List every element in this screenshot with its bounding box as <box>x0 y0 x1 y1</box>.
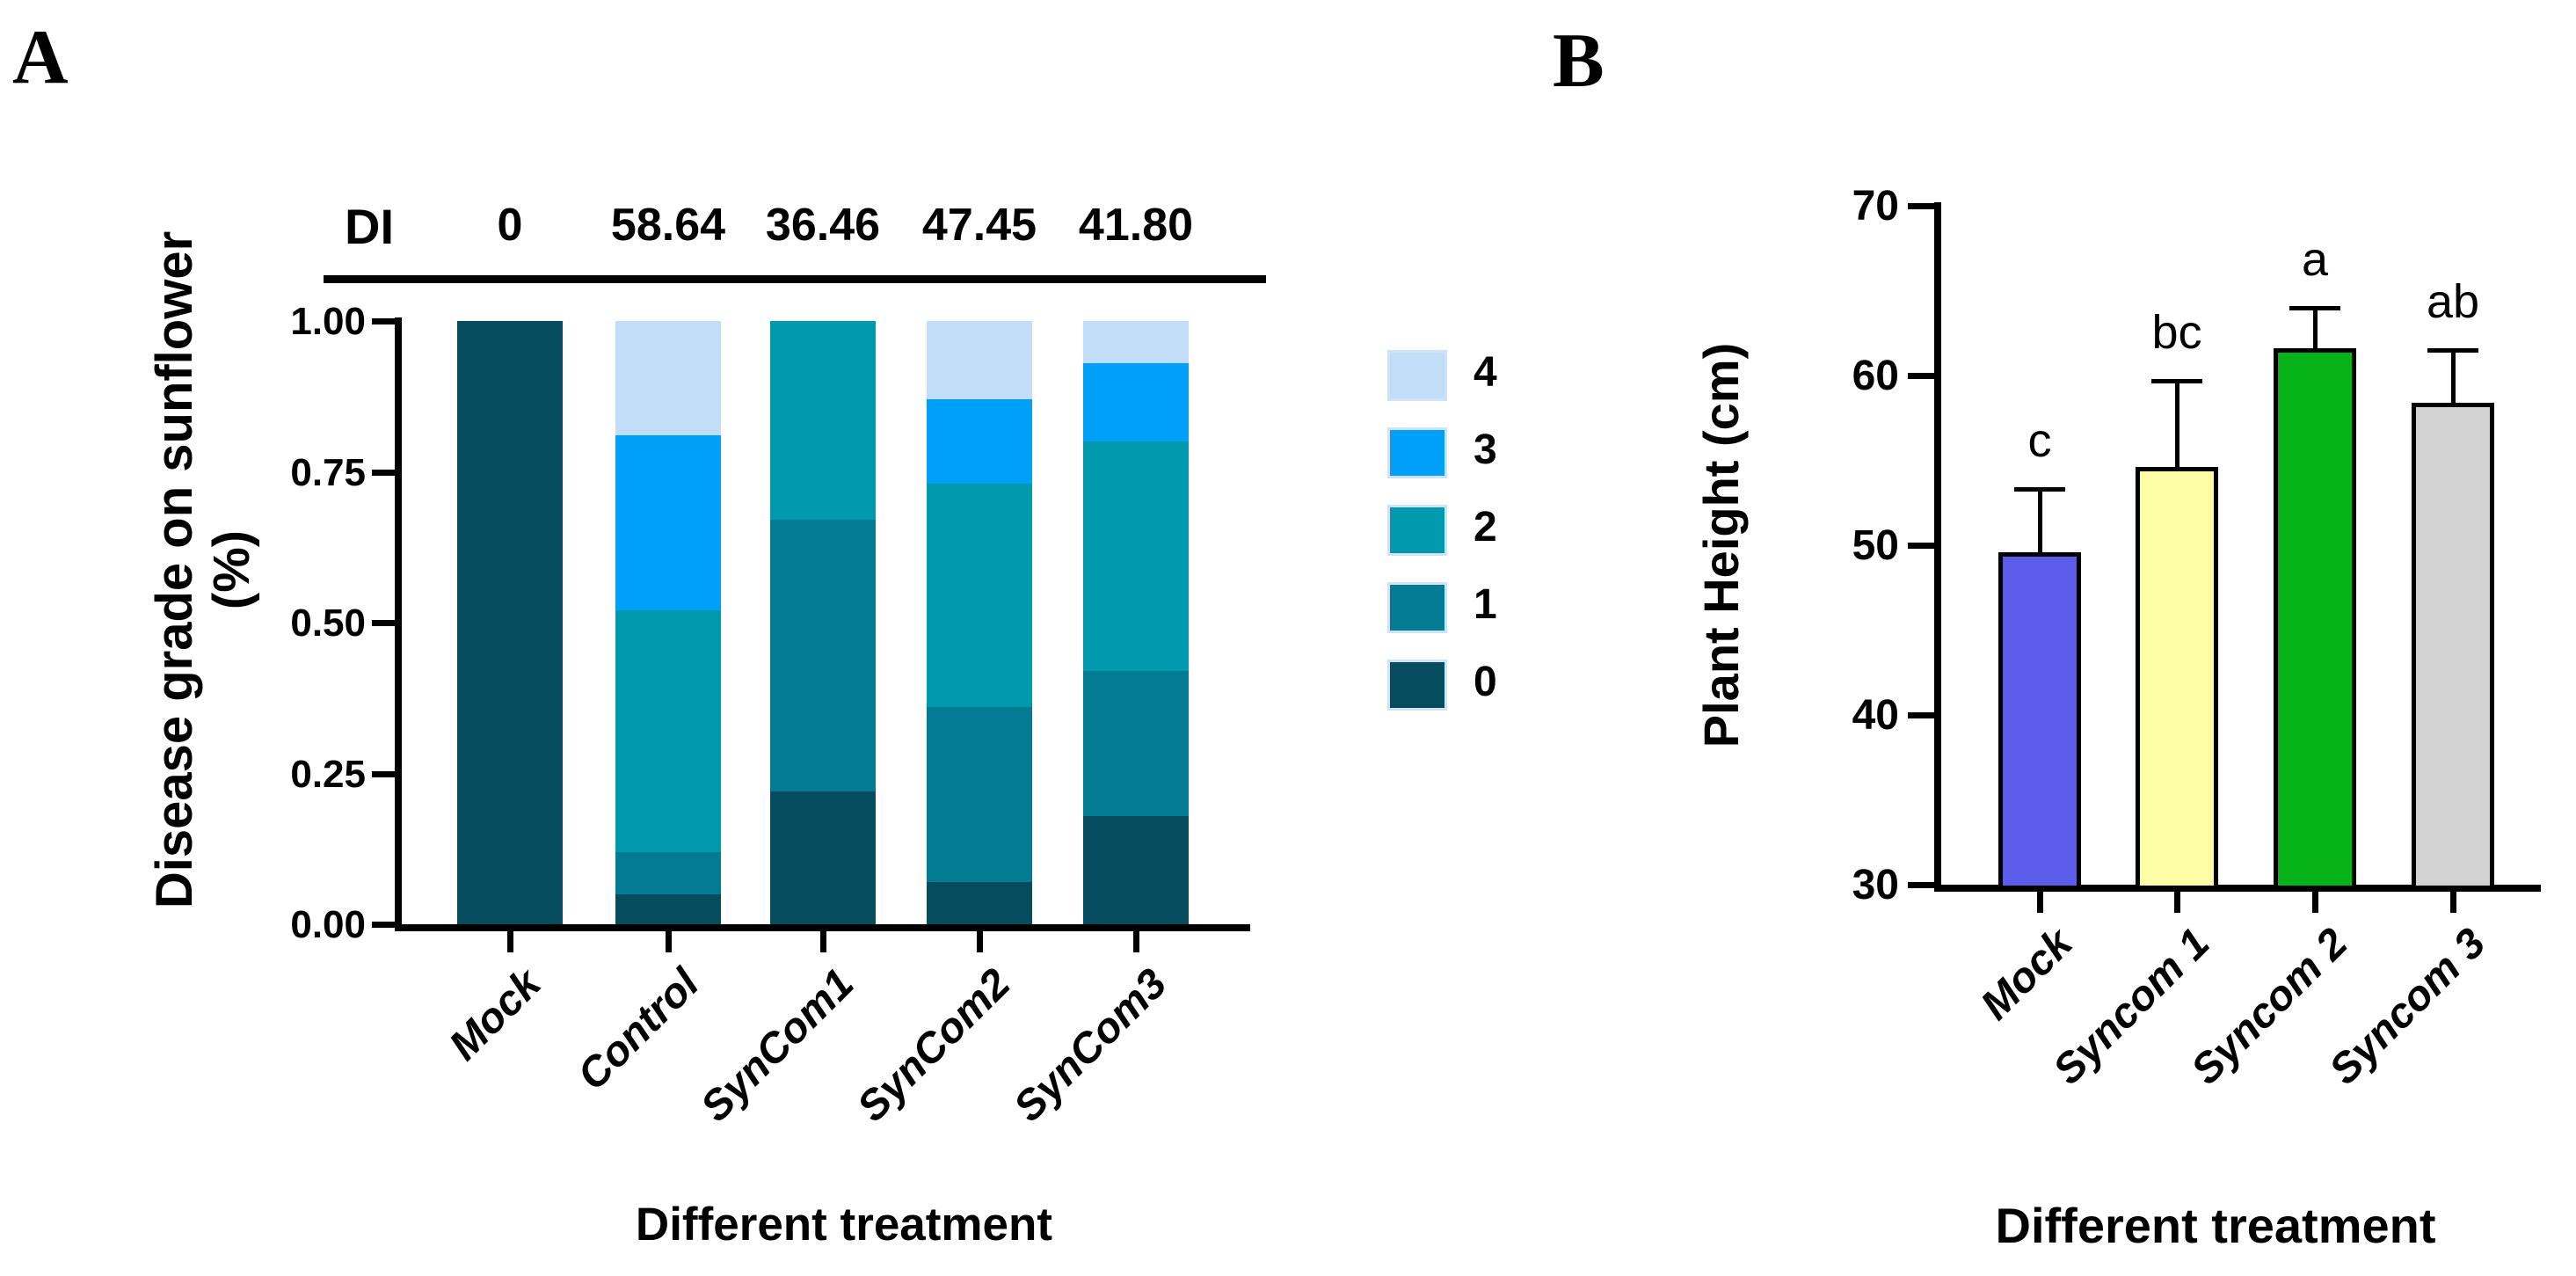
legend-label-grade-4: 4 <box>1474 349 1497 396</box>
error-bar-stem <box>2451 350 2456 403</box>
legend-swatch-grade-1 <box>1387 582 1447 633</box>
x-tick-mark <box>2174 892 2180 913</box>
legend-label-grade-1: 1 <box>1474 581 1497 628</box>
sig-letter-c: c <box>2027 414 2052 468</box>
panel-b-letter: B <box>1553 18 1605 104</box>
panel-b-y-axis-title: Plant Height (cm) <box>1693 342 1749 748</box>
y-tick-mark <box>1908 543 1934 549</box>
legend-swatch-grade-2 <box>1387 505 1447 556</box>
y-tick-label: 0.50 <box>290 602 366 645</box>
y-tick-label: 0.00 <box>290 903 366 946</box>
panel-a-y-axis-line <box>395 317 402 931</box>
sig-letter-bc: bc <box>2151 305 2202 359</box>
y-tick-mark <box>1908 373 1934 379</box>
panel-b-y-axis-line <box>1934 202 1941 892</box>
y-tick-mark <box>1908 712 1934 718</box>
bar-segment-grade-4 <box>927 321 1032 400</box>
bar-syncom-1 <box>2136 467 2218 890</box>
bar-segment-grade-1 <box>770 520 876 792</box>
di-header: DI <box>345 199 394 254</box>
error-bar-cap <box>2427 348 2478 354</box>
bar-segment-grade-2 <box>927 484 1032 708</box>
y-tick-label: 30 <box>1852 862 1899 908</box>
sig-letter-a: a <box>2301 232 2329 286</box>
legend-swatch-grade-4 <box>1387 350 1447 401</box>
bar-segment-grade-2 <box>770 321 876 521</box>
x-tick-mark <box>820 931 826 952</box>
y-tick-mark <box>372 620 395 626</box>
y-tick-label: 1.00 <box>290 300 366 343</box>
x-tick-mark <box>2037 892 2043 913</box>
y-tick-label: 40 <box>1852 692 1899 739</box>
bar-segment-grade-3 <box>615 435 721 611</box>
y-tick-label: 60 <box>1852 353 1899 399</box>
bar-mock <box>1998 551 2081 890</box>
bar-segment-grade-0 <box>457 321 563 924</box>
bar-segment-grade-4 <box>1083 321 1189 364</box>
error-bar-stem <box>2038 489 2042 552</box>
di-value: 36.46 <box>765 200 881 251</box>
error-bar-cap <box>2151 378 2202 383</box>
bar-segment-grade-3 <box>1083 363 1189 442</box>
x-tick-mark <box>1133 931 1139 952</box>
di-value: 47.45 <box>921 200 1037 251</box>
bar-segment-grade-0 <box>927 881 1032 924</box>
x-tick-mark <box>666 931 672 952</box>
bar-segment-grade-3 <box>927 399 1032 485</box>
di-value: 41.80 <box>1078 200 1194 251</box>
bar-segment-grade-1 <box>927 707 1032 882</box>
di-value: 58.64 <box>610 200 726 251</box>
bar-segment-grade-0 <box>615 893 721 924</box>
bar-syncom-3 <box>2412 402 2494 890</box>
panel-a-y-axis-title-line1: Disease grade on sunflower <box>146 230 204 909</box>
sig-letter-ab: ab <box>2426 275 2480 329</box>
panel-b-x-axis-line <box>1934 885 2541 892</box>
error-bar-stem <box>2175 380 2179 468</box>
error-bar-stem <box>2313 307 2318 349</box>
bar-segment-grade-0 <box>770 791 876 924</box>
legend-label-grade-0: 0 <box>1474 659 1497 705</box>
error-bar-cap <box>2289 305 2340 310</box>
legend-swatch-grade-0 <box>1387 660 1447 711</box>
bar-segment-grade-0 <box>1083 815 1189 924</box>
y-tick-label: 70 <box>1852 183 1899 230</box>
legend-label-grade-3: 3 <box>1474 427 1497 473</box>
panel-a-x-axis-title: Different treatment <box>635 1199 1053 1250</box>
di-underline <box>324 275 1266 283</box>
bar-segment-grade-2 <box>615 610 721 852</box>
y-tick-mark <box>372 922 395 928</box>
y-tick-mark <box>1908 203 1934 209</box>
y-tick-mark <box>372 469 395 476</box>
panel-a-letter: A <box>12 15 69 100</box>
y-tick-label: 50 <box>1852 522 1899 569</box>
legend-swatch-grade-3 <box>1387 427 1447 478</box>
bar-segment-grade-1 <box>1083 670 1189 816</box>
panel-b-x-axis-title: Different treatment <box>1995 1198 2436 1253</box>
di-value: 0 <box>497 200 523 251</box>
bar-segment-grade-4 <box>615 321 721 436</box>
panel-a-x-axis-line <box>395 924 1250 931</box>
legend-label-grade-2: 2 <box>1474 504 1497 551</box>
y-tick-mark <box>1908 882 1934 888</box>
x-tick-mark <box>507 931 513 952</box>
error-bar-cap <box>2014 487 2065 492</box>
y-tick-label: 0.25 <box>290 752 366 796</box>
bar-syncom-2 <box>2274 348 2356 890</box>
bar-segment-grade-1 <box>615 851 721 894</box>
x-tick-mark <box>2450 892 2456 913</box>
y-tick-label: 0.75 <box>290 450 366 494</box>
bar-segment-grade-2 <box>1083 441 1189 671</box>
x-tick-mark <box>2312 892 2318 913</box>
y-tick-mark <box>372 770 395 777</box>
y-tick-mark <box>372 318 395 324</box>
x-tick-mark <box>977 931 983 952</box>
